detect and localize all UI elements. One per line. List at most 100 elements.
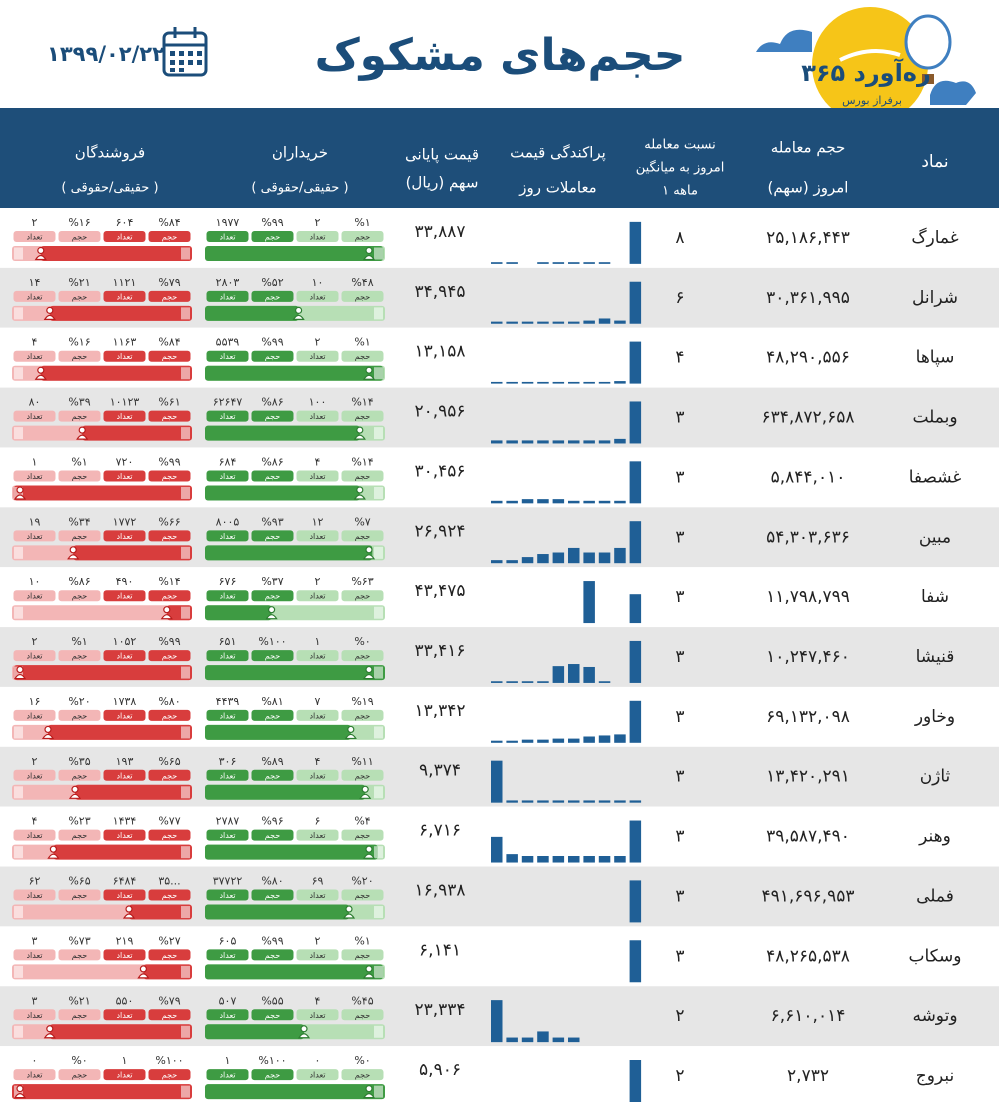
sellers-value: ۱۹۳: [116, 755, 134, 768]
histogram-bar: [537, 554, 549, 564]
label-box: [296, 829, 339, 841]
sellers-value: %۶۶: [158, 515, 180, 528]
sellers-value: %۷۳: [68, 934, 90, 947]
label-text: حجم: [355, 352, 370, 361]
buyers-value: %۳۷: [261, 575, 283, 588]
building-icon: [14, 726, 23, 739]
person-icon: [34, 254, 47, 261]
building-icon: [374, 726, 383, 739]
label-text: تعداد: [219, 1011, 235, 1020]
buyers-value: ۱۰: [312, 276, 324, 289]
label-box: [206, 769, 249, 781]
label-box: [341, 470, 384, 482]
label-text: حجم: [355, 951, 370, 960]
buyers-value: ۴: [315, 455, 321, 468]
date: ۱۳۹۹/۰۲/۲۲: [47, 42, 165, 66]
label-box: [206, 949, 249, 961]
sellers-value: %۶۵: [158, 755, 180, 768]
histogram-bar: [521, 440, 534, 444]
price: ۲۳,۳۳۴: [414, 1000, 465, 1020]
label-text: تعداد: [26, 1071, 42, 1080]
histogram-bar: [552, 800, 565, 803]
histogram-bar: [552, 499, 565, 504]
symbol: شفا: [921, 587, 949, 607]
histogram-bar: [491, 681, 503, 683]
label-box: [206, 530, 249, 542]
sellers-value: %۹۹: [158, 455, 180, 468]
histogram-bar: [583, 581, 595, 624]
price: ۱۳,۱۵۸: [414, 342, 465, 362]
symbol: شرانل: [912, 288, 958, 308]
label-text: تعداد: [116, 292, 132, 301]
label-box: [103, 949, 146, 961]
progress-fill: [40, 365, 192, 381]
histogram-bar: [491, 740, 503, 743]
label-text: حجم: [72, 711, 87, 720]
label-box: [103, 410, 146, 422]
histogram-bar: [521, 557, 534, 564]
histogram-bar: [506, 440, 518, 444]
label-box: [58, 590, 101, 602]
progress-fill: [205, 844, 378, 860]
label-box: [296, 231, 339, 242]
label-box: [103, 709, 146, 721]
symbol: ثاژن: [920, 767, 951, 787]
label-text: حجم: [265, 592, 280, 601]
buyers-value: ۳۷۷۲۲: [213, 875, 243, 888]
label-text: تعداد: [26, 352, 42, 361]
symbol: مبین: [919, 527, 951, 547]
buyers-value: %۱: [354, 934, 370, 947]
volume: ۶,۶۱۰,۰۱۴: [771, 1006, 846, 1026]
label-box: [251, 769, 294, 781]
person-icon: [365, 665, 373, 674]
label-box: [296, 949, 339, 961]
label-text: حجم: [162, 951, 177, 960]
label-box: [103, 1069, 146, 1081]
building-icon: [181, 247, 190, 260]
histogram-bar: [568, 381, 580, 384]
progress-fill: [205, 305, 299, 321]
buyers-value: ۴: [315, 755, 321, 768]
label-text: حجم: [265, 891, 280, 900]
sellers-value: ۱: [122, 1054, 128, 1067]
sellers-value: %۲۷: [158, 934, 180, 947]
histogram-bar: [598, 800, 611, 803]
buyers-value: %۹۹: [261, 934, 283, 947]
label-box: [148, 889, 191, 901]
label-text: حجم: [72, 771, 87, 780]
person-icon: [16, 486, 24, 494]
histogram-bar: [491, 560, 503, 564]
label-text: تعداد: [309, 831, 325, 840]
histogram-bar: [629, 940, 642, 983]
label-text: حجم: [162, 831, 177, 840]
label-text: تعداد: [309, 472, 325, 481]
histogram-bar: [521, 1037, 534, 1043]
label-text: تعداد: [309, 652, 325, 661]
buyers-value: %۱۹: [351, 695, 373, 708]
volume: ۶۹,۱۳۲,۰۹۸: [766, 707, 850, 727]
histogram-bar: [583, 500, 595, 504]
label-text: حجم: [265, 831, 280, 840]
histogram-bar: [629, 1060, 642, 1102]
label-box: [13, 1069, 56, 1081]
label-text: حجم: [162, 412, 177, 421]
label-box: [13, 350, 56, 362]
label-box: [206, 470, 249, 482]
sellers-value: %۳۹: [68, 396, 90, 409]
label-box: [58, 231, 101, 242]
price: ۱۳,۳۴۲: [414, 701, 465, 721]
label-box: [13, 769, 56, 781]
buyers-value: ۵۵۳۹: [216, 336, 240, 349]
sellers-value: ۸۰: [29, 396, 41, 409]
ratio: ۳: [675, 946, 684, 966]
person-icon: [365, 246, 373, 255]
progress-fill: [205, 545, 373, 561]
label-box: [341, 889, 384, 901]
price: ۳۳,۸۸۷: [414, 222, 465, 242]
label-box: [251, 829, 294, 841]
symbol: وهنر: [918, 827, 951, 847]
label-text: تعداد: [26, 711, 42, 720]
histogram-bar: [491, 1000, 503, 1043]
buyers-value: %۱۰۰: [258, 635, 286, 648]
label-box: [296, 889, 339, 901]
